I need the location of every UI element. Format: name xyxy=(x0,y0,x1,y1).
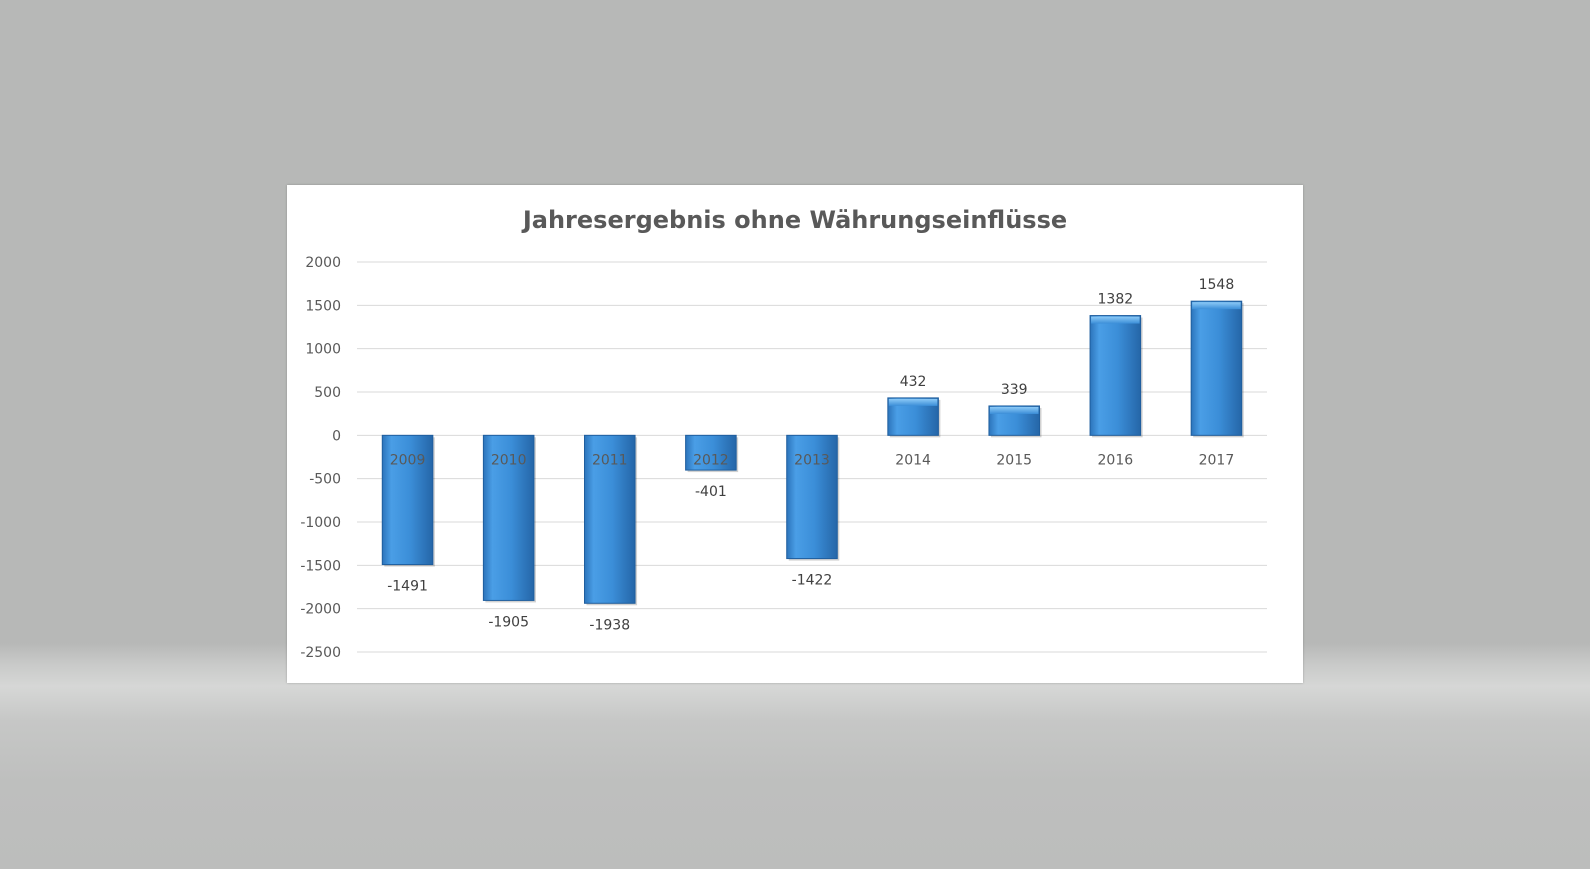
bar-body xyxy=(482,434,535,601)
bar xyxy=(1190,300,1244,438)
bar-highlight xyxy=(888,398,938,406)
x-category-label: 2012 xyxy=(693,452,729,468)
data-label: -1422 xyxy=(792,573,833,589)
y-tick-label: 0 xyxy=(332,428,341,444)
data-label: -1491 xyxy=(387,579,428,595)
bar-body xyxy=(685,434,737,471)
y-tick-label: 1000 xyxy=(305,342,341,358)
y-tick-label: -500 xyxy=(309,472,341,488)
data-label: -1938 xyxy=(589,617,630,633)
data-label: -1905 xyxy=(488,614,529,630)
x-category-label: 2016 xyxy=(1098,452,1134,468)
x-category-label: 2009 xyxy=(390,452,426,468)
bar xyxy=(786,434,840,561)
x-category-label: 2015 xyxy=(996,452,1032,468)
bar-body xyxy=(584,434,636,604)
chart-title: Jahresergebnis ohne Währungseinflüsse xyxy=(521,206,1067,234)
bar xyxy=(584,434,638,606)
bar-body xyxy=(381,434,434,566)
data-label: 339 xyxy=(1001,382,1028,398)
data-label: 1382 xyxy=(1098,292,1134,308)
bar xyxy=(988,405,1042,438)
bar-body xyxy=(1190,300,1243,436)
bar xyxy=(887,397,941,438)
bar xyxy=(685,434,739,473)
bars xyxy=(381,300,1244,606)
x-category-label: 2013 xyxy=(794,452,830,468)
x-category-label: 2010 xyxy=(491,452,527,468)
data-label: 432 xyxy=(900,374,927,390)
x-category-label: 2017 xyxy=(1199,452,1235,468)
bar xyxy=(381,434,435,567)
bar xyxy=(482,434,536,603)
y-tick-label: 1500 xyxy=(305,298,341,314)
x-category-label: 2011 xyxy=(592,452,628,468)
bar-body xyxy=(786,434,838,560)
y-tick-label: -1500 xyxy=(300,558,341,574)
bar-chart: 2000 1500 1000 500 0 -500 -1000 -1500 -2000 -2500… xyxy=(300,206,1267,661)
data-labels: -1491 -1905 -1938 -401 -1422 432 339 1382 1548 xyxy=(387,277,1234,633)
y-tick-label: 500 xyxy=(314,385,341,401)
bar-highlight xyxy=(1192,302,1241,310)
bar-body xyxy=(1089,315,1142,436)
y-tick-label: -2000 xyxy=(300,602,341,618)
data-label: 1548 xyxy=(1199,277,1235,293)
y-axis-ticks: 2000 1500 1000 500 0 -500 -1000 -1500 -2000 -2500 xyxy=(300,255,341,661)
bar-highlight xyxy=(1091,316,1140,324)
data-label: -401 xyxy=(695,484,727,500)
y-tick-label: 2000 xyxy=(305,255,341,271)
category-labels: 2009 2010 2011 2012 2013 2014 2015 2016 2017 xyxy=(390,452,1235,468)
y-tick-label: -2500 xyxy=(300,645,341,661)
x-category-label: 2014 xyxy=(895,452,931,468)
chart-card: 2000 1500 1000 500 0 -500 -1000 -1500 -2000 -2500… xyxy=(287,185,1303,683)
y-tick-label: -1000 xyxy=(300,515,341,531)
bar xyxy=(1089,315,1143,438)
bar-highlight xyxy=(989,406,1039,414)
